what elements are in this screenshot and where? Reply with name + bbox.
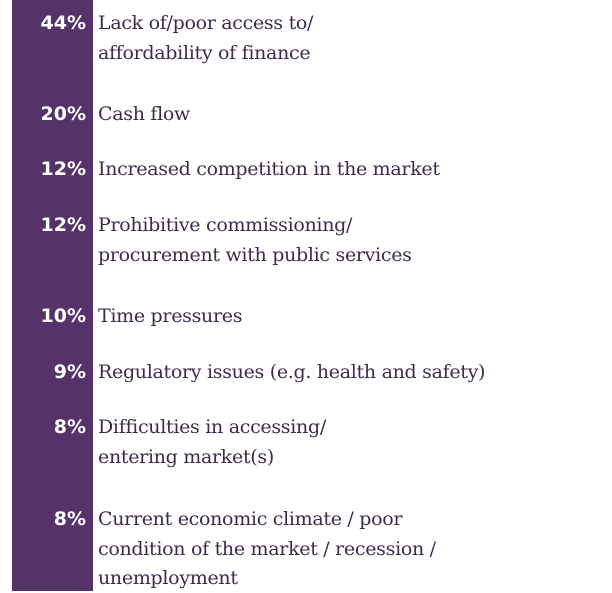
percent-label: 8% xyxy=(53,508,86,530)
percent-label: 8% xyxy=(53,416,86,438)
percent-label: 9% xyxy=(53,361,86,383)
side-band xyxy=(12,0,93,591)
percent-label: 44% xyxy=(40,12,86,34)
item-text: Prohibitive commissioning/ xyxy=(98,214,353,236)
item-text: condition of the market / recession / xyxy=(98,537,436,560)
item-text: Current economic climate / poor xyxy=(98,508,403,530)
item-text: Increased competition in the market xyxy=(98,158,440,180)
item-text: affordability of finance xyxy=(98,41,311,64)
percent-label: 12% xyxy=(40,214,86,236)
item-text: Cash flow xyxy=(98,103,191,125)
item-text: procurement with public services xyxy=(98,243,412,266)
item-text: Time pressures xyxy=(98,305,243,327)
percent-label: 20% xyxy=(40,103,86,125)
item-text: entering market(s) xyxy=(98,445,274,468)
item-text: Lack of/poor access to/ xyxy=(98,12,314,34)
item-text: Difficulties in accessing/ xyxy=(98,416,326,438)
percent-label: 12% xyxy=(40,158,86,180)
item-text: unemployment xyxy=(98,567,238,589)
item-text: Regulatory issues (e.g. health and safet… xyxy=(98,361,486,383)
percent-label: 10% xyxy=(40,305,86,327)
